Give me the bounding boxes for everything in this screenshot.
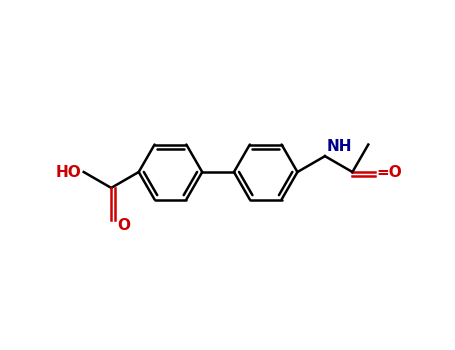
Text: =O: =O (377, 164, 402, 180)
Text: O: O (117, 218, 130, 233)
Text: HO: HO (56, 164, 82, 180)
Text: NH: NH (327, 139, 353, 154)
